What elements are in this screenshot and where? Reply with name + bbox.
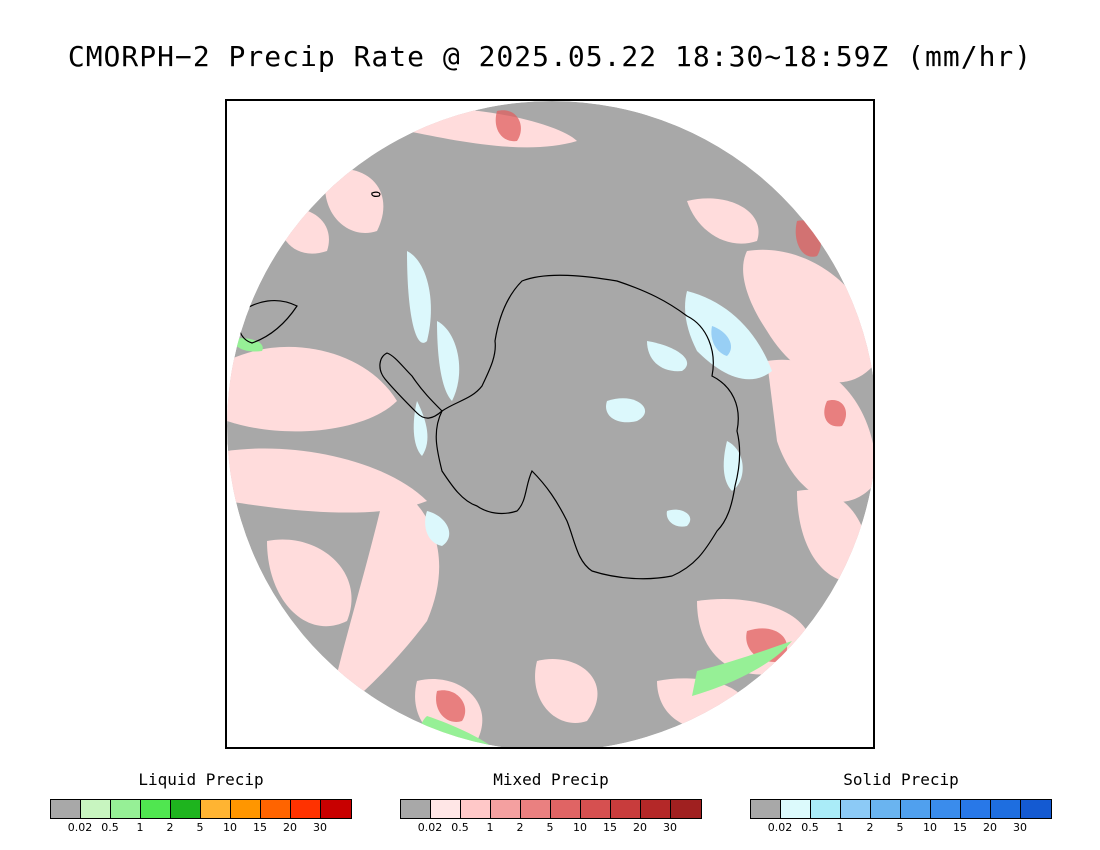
solid-precip-mid-areas [711,326,732,356]
legend-tick-label: 10 [573,821,587,834]
legend-tick-label: 0.02 [767,821,793,834]
legend-swatches-mixed [400,799,702,819]
legend-swatch [671,800,701,818]
legend-tick-label: 5 [196,821,204,834]
legend-swatch [751,800,781,818]
legend-tick-label: 0.02 [417,821,443,834]
legend-swatch [841,800,871,818]
legend-swatch [811,800,841,818]
legend-swatch [231,800,261,818]
legend-tick-label: 2 [166,821,174,834]
legend-swatch [1021,800,1051,818]
legend-tick-label: 30 [1013,821,1027,834]
legend-swatch [611,800,641,818]
legend-tick-label: 10 [923,821,937,834]
legend-tick-label: 20 [983,821,997,834]
legend-swatches-liquid [50,799,352,819]
legend-swatch [931,800,961,818]
legend-swatch [171,800,201,818]
legend-swatch [491,800,521,818]
legend-tick-label: 20 [633,821,647,834]
legend-tick-label: 0.02 [67,821,93,834]
legend-title-solid: Solid Precip [843,770,959,789]
legend-tick-label: 10 [223,821,237,834]
legend-swatch [991,800,1021,818]
legend-title-mixed: Mixed Precip [493,770,609,789]
legend-swatch [141,800,171,818]
legend-swatch [111,800,141,818]
solid-precip-areas [407,251,772,546]
legend-ticks-mixed: 0.02 0.5 1 2 5 10 15 20 30 [400,821,702,837]
legend-tick-label: 0.5 [451,821,469,834]
legend-swatch [261,800,291,818]
chart-title: CMORPH−2 Precip Rate @ 2025.05.22 18:30~… [67,40,1033,73]
legend-tick-label: 20 [283,821,297,834]
legend-swatch [781,800,811,818]
legend-tick-label: 15 [253,821,267,834]
legend-tick-label: 15 [603,821,617,834]
legend-swatch [901,800,931,818]
south-georgia-coastline [371,191,381,197]
legend-tick-label: 1 [136,821,144,834]
legend-tick-label: 30 [663,821,677,834]
legend-swatch [521,800,551,818]
antarctica-coastline [435,274,741,580]
legend-swatch [461,800,491,818]
legend-tick-label: 1 [836,821,844,834]
legend-mixed-precip: Mixed Precip 0.02 0.5 1 2 5 10 15 20 30 [400,770,702,837]
legend-title-liquid: Liquid Precip [138,770,264,789]
legend-swatch [641,800,671,818]
legend-swatch [401,800,431,818]
legend-solid-precip: Solid Precip 0.02 0.5 1 2 5 10 15 20 30 [750,770,1052,837]
legend-swatch [201,800,231,818]
legend-tick-label: 30 [313,821,327,834]
polar-map [227,101,873,747]
legend-swatch [321,800,351,818]
legend-tick-label: 0.5 [801,821,819,834]
legend-swatch [581,800,611,818]
legend-tick-label: 5 [896,821,904,834]
map-frame [225,99,875,749]
legend-tick-label: 0.5 [101,821,119,834]
legend-swatch [961,800,991,818]
legend-tick-label: 5 [546,821,554,834]
legend-tick-label: 2 [866,821,874,834]
legend-swatch [431,800,461,818]
legend-swatch [871,800,901,818]
legend-tick-label: 2 [516,821,524,834]
legend-swatch [51,800,81,818]
legend-tick-label: 15 [953,821,967,834]
legend-swatches-solid [750,799,1052,819]
legend-swatch [291,800,321,818]
legend-ticks-solid: 0.02 0.5 1 2 5 10 15 20 30 [750,821,1052,837]
antarctic-peninsula-coastline [379,352,443,419]
legend-liquid-precip: Liquid Precip 0.02 0.5 1 2 5 10 15 20 30 [50,770,352,837]
legend-swatch [81,800,111,818]
legend-tick-label: 1 [486,821,494,834]
legend-swatch [551,800,581,818]
legend-ticks-liquid: 0.02 0.5 1 2 5 10 15 20 30 [50,821,352,837]
